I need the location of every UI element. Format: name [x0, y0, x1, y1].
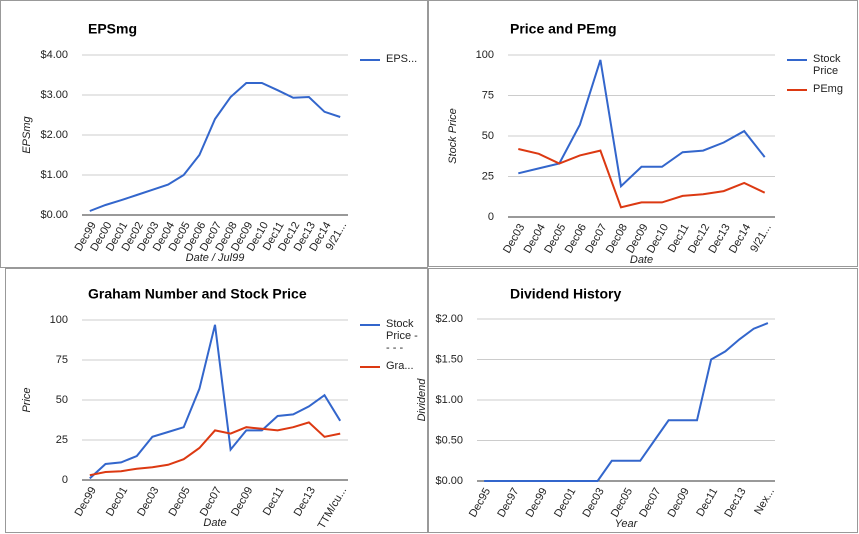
legend-label: Stock Price: [813, 53, 841, 77]
legend: Stock Price PEmg: [787, 53, 849, 101]
legend-swatch: [360, 366, 380, 368]
x-tick-label: Dec07: [198, 485, 224, 519]
data-line: [518, 59, 766, 189]
legend-label: EPS...: [386, 53, 418, 65]
legend: EPS...: [360, 53, 422, 71]
y-axis-label: EPSmg: [21, 115, 33, 153]
x-tick-label: Dec13: [292, 485, 318, 519]
y-tick-label: $0.50: [435, 434, 463, 446]
data-line: [89, 421, 341, 477]
y-tick-label: 50: [56, 394, 68, 406]
chart-title: Price and PEmg: [510, 21, 617, 37]
legend-label: Stock Price - - - -: [386, 318, 418, 354]
y-tick-label: 25: [56, 434, 68, 446]
chart-title: EPSmg: [88, 21, 137, 37]
x-tick-label: TTM/cu...: [316, 485, 350, 531]
x-tick-label: Dec01: [104, 485, 130, 519]
x-tick-label: Dec97: [495, 486, 521, 520]
chart-title: Dividend History: [510, 286, 621, 302]
x-tick-label: Dec99: [73, 485, 99, 519]
data-line: [89, 324, 342, 480]
y-tick-label: $1.00: [40, 169, 68, 181]
y-tick-label: 75: [482, 89, 494, 101]
x-axis-label: Date: [630, 254, 653, 266]
panel: [428, 268, 858, 533]
y-tick-label: $1.00: [435, 394, 463, 406]
data-line: [518, 148, 766, 209]
x-tick-label: Dec11: [694, 486, 720, 519]
y-tick-label: 0: [488, 211, 494, 223]
y-tick-label: $0.00: [435, 475, 463, 487]
x-tick-label: Dec03: [135, 485, 161, 519]
y-tick-label: 0: [62, 474, 68, 486]
legend-swatch: [360, 59, 380, 61]
legend-label: PEmg: [813, 83, 843, 95]
x-axis-label: Year: [615, 518, 639, 530]
panel: [428, 0, 858, 267]
panel: [0, 0, 428, 268]
x-tick-label: Dec01: [552, 486, 578, 520]
y-tick-label: 100: [476, 49, 494, 61]
panel: [5, 268, 428, 533]
y-axis-label: Price: [21, 387, 33, 412]
x-tick-label: Dec09: [666, 486, 692, 520]
y-axis-label: Stock Price: [447, 108, 459, 164]
legend: Stock Price - - - - Gra...: [360, 318, 422, 378]
x-tick-label: Dec09: [229, 485, 255, 519]
y-tick-label: 100: [50, 314, 68, 326]
x-tick-label: Dec05: [609, 486, 635, 520]
legend-swatch: [360, 324, 380, 326]
legend-label: Gra...: [386, 360, 414, 372]
data-line: [89, 82, 341, 212]
x-tick-label: Dec11: [261, 485, 287, 518]
x-tick-label: Dec05: [167, 485, 193, 519]
legend-swatch: [787, 89, 807, 91]
y-tick-label: 25: [482, 170, 494, 182]
y-tick-label: $4.00: [40, 49, 68, 61]
x-tick-label: Nex...: [752, 486, 777, 517]
y-tick-label: 50: [482, 130, 494, 142]
legend-item: Gra...: [360, 360, 422, 372]
x-tick-label: 9/21...: [748, 222, 774, 254]
chart-title: Graham Number and Stock Price: [88, 286, 307, 302]
x-tick-label: Dec03: [580, 486, 606, 520]
y-tick-label: $0.00: [40, 209, 68, 221]
legend-item: Stock Price - - - -: [360, 318, 422, 354]
y-tick-label: $3.00: [40, 89, 68, 101]
x-tick-label: Dec95: [467, 486, 493, 520]
legend-item: Stock Price: [787, 53, 849, 77]
legend-item: PEmg: [787, 83, 849, 95]
y-axis-label: Dividend: [416, 378, 428, 422]
x-axis-label: Date / Jul99: [186, 252, 245, 264]
x-tick-label: Dec99: [524, 486, 550, 520]
y-tick-label: $1.50: [435, 353, 463, 365]
legend-item: EPS...: [360, 53, 422, 65]
y-tick-label: 75: [56, 354, 68, 366]
y-tick-label: $2.00: [40, 129, 68, 141]
y-tick-label: $2.00: [435, 313, 463, 325]
data-line: [484, 322, 769, 482]
x-axis-label: Date: [203, 517, 226, 529]
x-tick-label: Dec07: [637, 486, 663, 520]
legend-swatch: [787, 59, 807, 61]
x-tick-label: Dec13: [722, 486, 748, 520]
